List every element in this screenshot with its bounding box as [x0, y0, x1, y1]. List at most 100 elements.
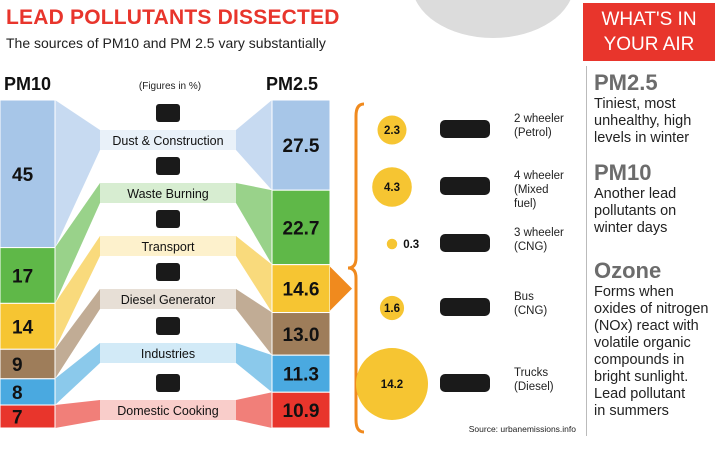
- category-label-4: Diesel Generator: [121, 293, 216, 307]
- pm25-bar-segment-4: [271, 312, 331, 356]
- vehicle-label-2-1: 4 wheeler: [514, 170, 564, 182]
- pm10-bar-segment-3: [0, 302, 56, 350]
- vehicle-label-2-3: fuel): [514, 198, 537, 210]
- sidebar-divider: [586, 66, 587, 436]
- flow-left-2: [55, 183, 100, 304]
- generator-icon: [156, 263, 180, 281]
- vehicle-label-2-2: (Mixed: [514, 184, 549, 196]
- pm10-value-label-5: 8: [12, 383, 23, 404]
- vehicle-label-3-1: 3 wheeler: [514, 227, 564, 239]
- fire-icon: [156, 157, 180, 175]
- transport-bracket: [347, 102, 365, 434]
- category-band-1: [100, 130, 236, 150]
- category-label-3: Transport: [141, 240, 195, 254]
- sidebar-pm25: PM2.5 Tiniest, most unhealthy, high leve…: [594, 70, 718, 147]
- chart-title: LEAD POLLUTANTS DISSECTED: [6, 6, 340, 29]
- flow-right-4: [236, 289, 272, 356]
- transport-bubble-2: [372, 167, 412, 207]
- sidebar-text-pm25-3: levels in winter: [594, 130, 690, 146]
- pm10-value-label-3: 14: [12, 317, 34, 338]
- pm25-header: PM2.5: [266, 74, 318, 94]
- bubble-value-label-5: 14.2: [381, 379, 403, 391]
- category-label-5: Industries: [141, 347, 195, 361]
- cooking-pot-icon: [156, 374, 180, 392]
- flow-right-3: [236, 236, 272, 313]
- pm10-header: PM10: [4, 74, 51, 94]
- pm10-bar-segment-4: [0, 348, 56, 380]
- bus-icon: [440, 298, 490, 316]
- sidebar-text-ozone-3: (NOx) react with: [594, 318, 699, 334]
- section-badge: WHAT'S IN YOUR AIR: [583, 3, 715, 61]
- sidebar-ozone: Ozone Forms when oxides of nitrogen (NOx…: [594, 258, 718, 420]
- category-band-3: [100, 236, 236, 256]
- motorcycle-icon: [440, 120, 490, 138]
- sidebar-text-pm10-3: winter days: [594, 220, 668, 236]
- pm25-value-label-4: 13.0: [283, 325, 320, 346]
- pm10-bar-segment-2: [0, 247, 56, 304]
- bubble-value-label-4: 1.6: [384, 303, 400, 315]
- vehicle-label-1-1: 2 wheeler: [514, 113, 564, 125]
- chart-subtitle: The sources of PM10 and PM 2.5 vary subs…: [6, 35, 326, 51]
- bubble-value-label-3: 0.3: [403, 239, 419, 251]
- category-label-6: Domestic Cooking: [117, 404, 218, 418]
- flow-left-6: [55, 400, 100, 428]
- sidebar-text-pm10-1: Another lead: [594, 186, 677, 202]
- transport-bubble-4: [379, 295, 405, 321]
- pm25-bar-segment-3: [271, 264, 331, 314]
- pm25-value-label-1: 27.5: [283, 136, 320, 157]
- vehicle-label-1-2: (Petrol): [514, 127, 552, 139]
- transport-arrow: [330, 266, 352, 311]
- flow-right-2: [236, 183, 272, 265]
- auto-rickshaw-icon: [440, 234, 490, 252]
- flow-right-5: [236, 343, 272, 393]
- transport-bubble-3: [386, 238, 398, 250]
- badge-line-1: WHAT'S IN: [601, 9, 697, 30]
- pm10-bar-segment-1: [0, 99, 56, 249]
- pm25-bar-segment-6: [271, 391, 331, 429]
- sidebar-heading-pm10: PM10: [594, 160, 652, 185]
- flow-left-4: [55, 289, 100, 379]
- flow-left-1: [55, 100, 100, 248]
- vehicle-label-5-2: (Diesel): [514, 381, 554, 393]
- pm10-value-label-1: 45: [12, 165, 34, 186]
- category-label-1: Dust & Construction: [112, 134, 223, 148]
- sidebar-text-ozone-5: compounds in: [594, 352, 685, 368]
- sidebar-pm10: PM10 Another lead pollutants on winter d…: [594, 160, 718, 237]
- sidebar-heading-ozone: Ozone: [594, 258, 662, 283]
- pm10-value-label-2: 17: [12, 266, 33, 287]
- sidebar-text-pm25-1: Tiniest, most: [594, 96, 676, 112]
- bus-front-icon: [156, 210, 180, 228]
- car-icon: [440, 177, 490, 195]
- sidebar-text-ozone-8: in summers: [594, 403, 669, 419]
- source-note: Source: urbanemissions.info: [469, 424, 577, 434]
- category-label-2: Waste Burning: [127, 187, 209, 201]
- flow-left-3: [55, 236, 100, 350]
- pm10-value-label-4: 9: [12, 355, 23, 376]
- excavator-icon: [156, 104, 180, 122]
- bubble-value-label-1: 2.3: [384, 125, 400, 137]
- category-band-2: [100, 183, 236, 203]
- pm25-value-label-6: 10.9: [283, 401, 320, 422]
- sidebar-text-pm25-2: unhealthy, high: [594, 113, 692, 129]
- sidebar-text-ozone-6: bright sunlight.: [594, 369, 689, 385]
- sidebar-text-ozone-1: Forms when: [594, 284, 674, 300]
- vehicle-label-5-1: Trucks: [514, 367, 548, 379]
- figures-note: (Figures in %): [139, 81, 201, 92]
- vehicle-label-4-2: (CNG): [514, 305, 547, 317]
- category-band-4: [100, 289, 236, 309]
- truck-icon: [440, 374, 490, 392]
- transport-bubble-5: [356, 348, 428, 420]
- pm10-value-label-6: 7: [12, 408, 23, 429]
- flow-right-1: [236, 100, 272, 191]
- pm10-bar-segment-6: [0, 404, 56, 429]
- pm10-bar-segment-5: [0, 378, 56, 406]
- transport-bubble-1: [377, 115, 407, 145]
- sidebar-text-pm10-2: pollutants on: [594, 203, 677, 219]
- pm25-value-label-3: 14.6: [283, 280, 320, 301]
- pm25-value-label-2: 22.7: [283, 218, 320, 239]
- badge-line-2: YOUR AIR: [603, 34, 695, 55]
- flow-right-6: [236, 392, 272, 428]
- vehicle-label-4-1: Bus: [514, 291, 534, 303]
- vehicle-label-3-2: (CNG): [514, 241, 547, 253]
